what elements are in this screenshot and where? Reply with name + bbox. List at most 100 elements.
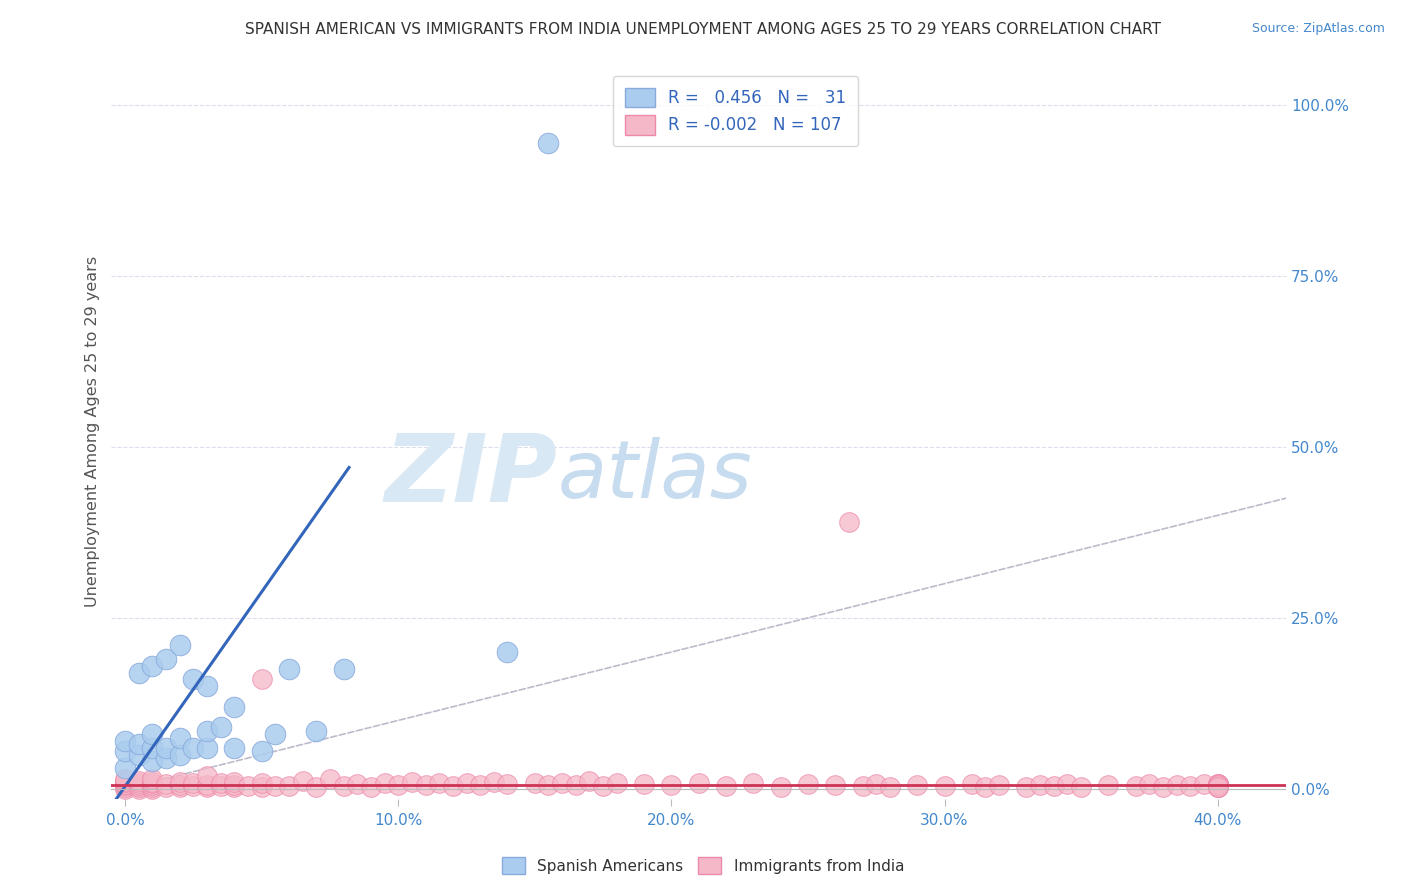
Point <box>974 780 997 794</box>
Point <box>1206 777 1229 791</box>
Point <box>141 772 163 786</box>
Point <box>1206 780 1229 794</box>
Point <box>415 778 437 792</box>
Point <box>865 777 887 791</box>
Point <box>496 777 519 791</box>
Point <box>224 780 246 794</box>
Point <box>305 723 328 738</box>
Point <box>195 780 218 795</box>
Point <box>1152 780 1174 794</box>
Point <box>141 740 163 755</box>
Point <box>769 780 792 794</box>
Point <box>824 778 846 792</box>
Point <box>128 781 150 796</box>
Point <box>169 731 191 745</box>
Point <box>236 779 259 793</box>
Point <box>1206 777 1229 791</box>
Point <box>1206 777 1229 791</box>
Point <box>1206 778 1229 792</box>
Point <box>264 727 287 741</box>
Point <box>401 775 423 789</box>
Point <box>851 779 873 793</box>
Point <box>155 777 177 791</box>
Point <box>209 779 232 793</box>
Point <box>169 638 191 652</box>
Point <box>1097 778 1119 792</box>
Point <box>195 740 218 755</box>
Point <box>905 778 928 792</box>
Point <box>155 652 177 666</box>
Point <box>195 770 218 784</box>
Point <box>114 744 136 758</box>
Point <box>128 778 150 792</box>
Point <box>141 775 163 789</box>
Point <box>578 773 600 788</box>
Point <box>128 737 150 751</box>
Point <box>141 778 163 792</box>
Point <box>1180 779 1202 793</box>
Point <box>183 779 205 793</box>
Point <box>250 775 273 789</box>
Point <box>224 775 246 789</box>
Point <box>1166 778 1188 792</box>
Point <box>250 780 273 794</box>
Point <box>319 772 342 786</box>
Point <box>169 747 191 762</box>
Point <box>1206 780 1229 794</box>
Point <box>250 744 273 758</box>
Point <box>1125 779 1147 793</box>
Point <box>183 776 205 790</box>
Point <box>565 778 588 792</box>
Point <box>1206 780 1229 794</box>
Point <box>291 773 314 788</box>
Point <box>128 747 150 762</box>
Point <box>551 776 574 790</box>
Point <box>224 740 246 755</box>
Point <box>387 778 409 792</box>
Point <box>169 778 191 792</box>
Y-axis label: Unemployment Among Ages 25 to 29 years: Unemployment Among Ages 25 to 29 years <box>86 256 100 607</box>
Point <box>592 779 614 793</box>
Text: atlas: atlas <box>558 437 752 515</box>
Point <box>456 776 478 790</box>
Point <box>114 773 136 788</box>
Point <box>1192 777 1215 791</box>
Point <box>1206 778 1229 792</box>
Point <box>195 778 218 792</box>
Point <box>537 136 560 150</box>
Point <box>374 776 396 790</box>
Point <box>1206 779 1229 793</box>
Point <box>1206 780 1229 794</box>
Point <box>114 781 136 796</box>
Point <box>155 751 177 765</box>
Point <box>224 778 246 792</box>
Point <box>195 723 218 738</box>
Point <box>141 727 163 741</box>
Point <box>496 645 519 659</box>
Point <box>114 761 136 775</box>
Point <box>1056 777 1078 791</box>
Point <box>1137 777 1160 791</box>
Point <box>209 720 232 734</box>
Point <box>278 662 301 676</box>
Point <box>155 740 177 755</box>
Point <box>714 779 737 793</box>
Point <box>169 775 191 789</box>
Point <box>141 755 163 769</box>
Point <box>661 778 683 792</box>
Point <box>688 775 710 789</box>
Legend: R =   0.456   N =   31, R = -0.002   N = 107: R = 0.456 N = 31, R = -0.002 N = 107 <box>613 76 858 146</box>
Point <box>838 515 860 529</box>
Point <box>346 777 368 791</box>
Point <box>1206 779 1229 793</box>
Point <box>360 780 382 794</box>
Point <box>209 775 232 789</box>
Point <box>427 775 450 789</box>
Point <box>742 776 765 790</box>
Point <box>169 780 191 795</box>
Point <box>114 777 136 791</box>
Point <box>537 778 560 792</box>
Point <box>128 780 150 794</box>
Point <box>1206 778 1229 792</box>
Point <box>128 776 150 790</box>
